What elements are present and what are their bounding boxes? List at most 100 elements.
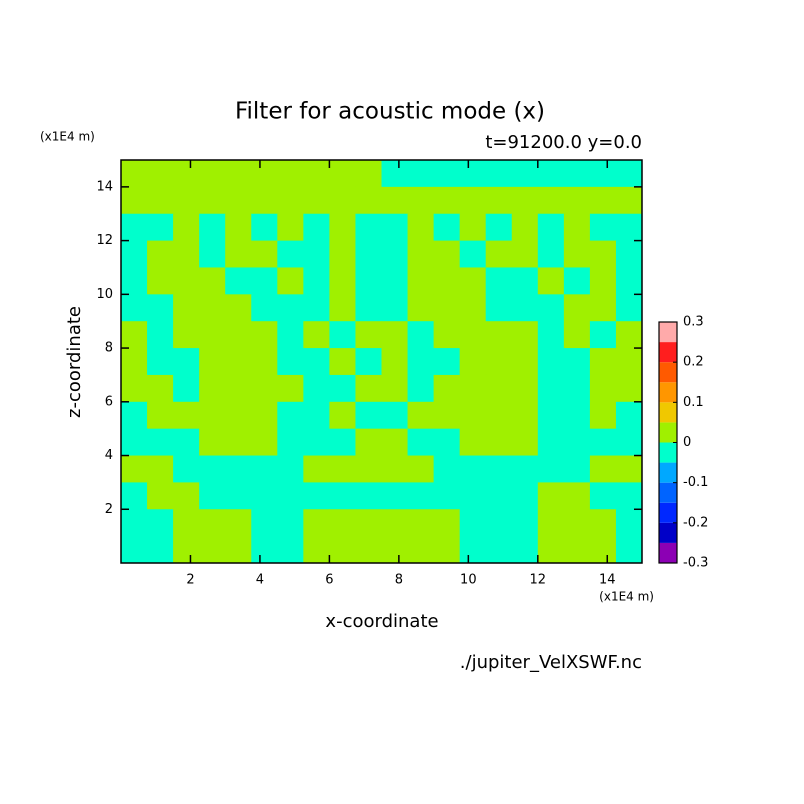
contour-cell <box>329 401 356 430</box>
contour-cell <box>511 401 539 430</box>
contour-cell <box>563 321 591 349</box>
contour-cell <box>303 401 330 430</box>
contour-cell <box>615 455 643 483</box>
contour-cell <box>329 186 356 215</box>
contour-cell <box>615 240 643 268</box>
contour-cell <box>485 509 513 537</box>
contour-cell <box>433 160 461 188</box>
contour-cell <box>511 267 539 295</box>
y-tick-label: 4 <box>105 448 113 463</box>
contour-cell <box>381 160 409 188</box>
contour-cell <box>329 348 356 376</box>
contour-cell <box>329 428 356 457</box>
contour-cell <box>459 455 487 483</box>
contour-cell <box>537 348 565 376</box>
contour-cell <box>277 186 304 215</box>
colorbar-segment <box>659 502 677 523</box>
contour-cell <box>251 482 278 510</box>
contour-cell <box>485 536 513 564</box>
contour-cell <box>277 160 304 188</box>
contour-cell <box>459 401 487 430</box>
contour-cell <box>225 267 252 295</box>
contour-cell <box>303 321 330 349</box>
colorbar-segment <box>659 442 677 463</box>
contour-cell <box>147 160 174 188</box>
contour-cell <box>433 428 461 457</box>
contour-cell <box>563 401 591 430</box>
contour-cell <box>355 455 382 483</box>
colorbar-segment <box>659 322 677 343</box>
contour-cell <box>121 455 148 483</box>
contour-cell <box>199 186 226 215</box>
contour-cell <box>147 213 174 242</box>
contour-cell <box>589 240 617 268</box>
contour-cell <box>225 428 252 457</box>
contour-cell <box>459 160 487 188</box>
colorbar-segment <box>659 542 677 563</box>
contour-cell <box>173 509 200 537</box>
contour-cell <box>173 348 200 376</box>
contour-cell <box>407 321 435 349</box>
contour-cell <box>199 267 226 295</box>
y-tick-label: 8 <box>105 341 113 356</box>
contour-cell <box>615 213 643 242</box>
contour-cell <box>121 482 148 510</box>
contour-cell <box>589 267 617 295</box>
y-axis-label: z-coordinate <box>64 306 85 418</box>
contour-cell <box>251 374 278 403</box>
colorbar-segment <box>659 482 677 503</box>
contour-cell <box>147 240 174 268</box>
contour-cell <box>199 348 226 376</box>
contour-cell <box>433 482 461 510</box>
contour-cell <box>433 321 461 349</box>
contour-cell <box>459 482 487 510</box>
contour-cell <box>121 267 148 295</box>
contour-cell <box>615 267 643 295</box>
contour-cell <box>147 267 174 295</box>
contour-cell <box>537 267 565 295</box>
contour-cell <box>147 536 174 564</box>
contour-cell <box>407 428 435 457</box>
contour-cell <box>589 321 617 349</box>
contour-cell <box>615 160 643 188</box>
contour-cell <box>615 509 643 537</box>
contour-cell <box>277 374 304 403</box>
contour-cell <box>381 294 409 322</box>
contour-cell <box>355 321 382 349</box>
contour-cell <box>511 186 539 215</box>
contour-cell <box>615 428 643 457</box>
contour-cell <box>147 455 174 483</box>
contour-cell <box>563 240 591 268</box>
contour-cell <box>355 294 382 322</box>
contour-cell <box>381 509 409 537</box>
contour-cell <box>589 294 617 322</box>
contour-cell <box>173 321 200 349</box>
contour-cell <box>407 240 435 268</box>
contour-cell <box>433 348 461 376</box>
contour-cell <box>147 294 174 322</box>
contour-cell <box>251 294 278 322</box>
contour-cell <box>563 267 591 295</box>
contour-cell <box>537 374 565 403</box>
contour-cell <box>121 240 148 268</box>
contour-cell <box>485 348 513 376</box>
contour-cell <box>303 213 330 242</box>
contour-cell <box>329 267 356 295</box>
contour-cell <box>511 348 539 376</box>
contour-cell <box>251 186 278 215</box>
contour-cell <box>589 482 617 510</box>
contour-cell <box>615 374 643 403</box>
contour-cell <box>485 160 513 188</box>
contour-cell <box>511 536 539 564</box>
contour-cell <box>303 186 330 215</box>
contour-cell <box>121 509 148 537</box>
contour-cell <box>355 401 382 430</box>
contour-cell <box>433 240 461 268</box>
contour-cell <box>147 509 174 537</box>
chart-subtitle: t=91200.0 y=0.0 <box>485 132 642 153</box>
contour-cell <box>303 509 330 537</box>
contour-cell <box>459 186 487 215</box>
contour-cell <box>589 348 617 376</box>
contour-cell <box>173 536 200 564</box>
contour-cell <box>355 267 382 295</box>
